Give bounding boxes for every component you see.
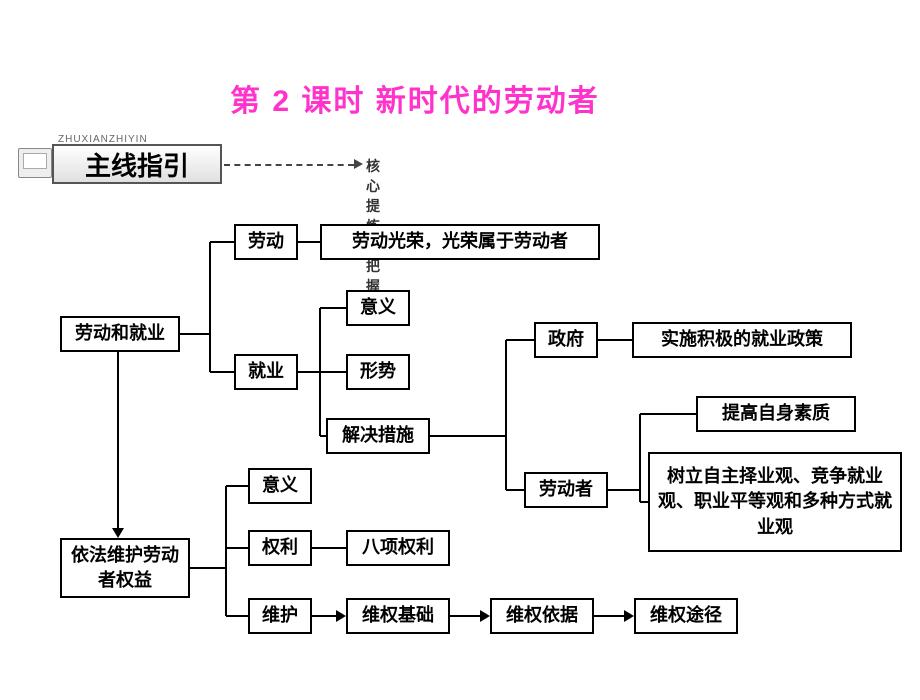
connector-h	[450, 615, 480, 617]
node-n20: 维权途径	[634, 598, 738, 634]
banner-main: 主线指引	[52, 144, 222, 184]
node-n7: 解决措施	[326, 418, 430, 454]
connector-h	[640, 501, 648, 503]
connector-h	[594, 615, 624, 617]
banner-arrow	[224, 164, 354, 166]
node-n6: 形势	[346, 354, 410, 390]
node-n4: 就业	[234, 354, 298, 390]
node-n10: 劳动者	[524, 472, 608, 508]
banner-arrowhead	[354, 159, 363, 169]
connector-v	[209, 242, 211, 372]
connector-h	[320, 435, 326, 437]
connector-h	[226, 615, 248, 617]
node-n17: 维护	[248, 598, 312, 634]
page-title: 第 2 课时 新时代的劳动者	[230, 76, 600, 120]
node-n14: 意义	[248, 468, 312, 504]
node-n3: 劳动光荣，光荣属于劳动者	[320, 224, 600, 260]
connector-h	[298, 241, 320, 243]
arrowhead-down-icon	[112, 528, 124, 538]
connector-h	[210, 371, 234, 373]
connector-h	[430, 435, 506, 437]
connector-h	[312, 615, 336, 617]
arrowhead-icon	[336, 610, 346, 622]
connector-h	[608, 489, 640, 491]
node-n8: 政府	[534, 322, 598, 358]
node-n15: 权利	[248, 530, 312, 566]
node-n19: 维权依据	[490, 598, 594, 634]
arrowhead-icon	[624, 610, 634, 622]
node-n18: 维权基础	[346, 598, 450, 634]
connector-h	[640, 413, 696, 415]
node-n16: 八项权利	[346, 530, 450, 566]
node-n1: 劳动和就业	[60, 316, 180, 352]
connector-h	[226, 485, 248, 487]
node-n9: 实施积极的就业政策	[632, 322, 852, 358]
connector-h	[210, 241, 234, 243]
book-icon	[18, 148, 52, 178]
connector-v	[225, 486, 227, 616]
connector-h	[598, 339, 632, 341]
connector-v	[117, 352, 119, 528]
connector-h	[190, 567, 226, 569]
node-n11: 提高自身素质	[696, 396, 856, 432]
node-n12: 树立自主择业观、竞争就业观、职业平等观和多种方式就业观	[648, 452, 902, 552]
arrowhead-icon	[480, 610, 490, 622]
connector-h	[320, 307, 346, 309]
connector-h	[320, 371, 346, 373]
connector-h	[180, 333, 210, 335]
connector-h	[298, 371, 320, 373]
node-n13: 依法维护劳动者权益	[60, 538, 190, 598]
connector-h	[506, 489, 524, 491]
connector-v	[639, 414, 641, 502]
connector-h	[226, 547, 248, 549]
node-n5: 意义	[346, 290, 410, 326]
node-n2: 劳动	[234, 224, 298, 260]
connector-h	[312, 547, 346, 549]
connector-v	[505, 340, 507, 490]
connector-h	[506, 339, 534, 341]
